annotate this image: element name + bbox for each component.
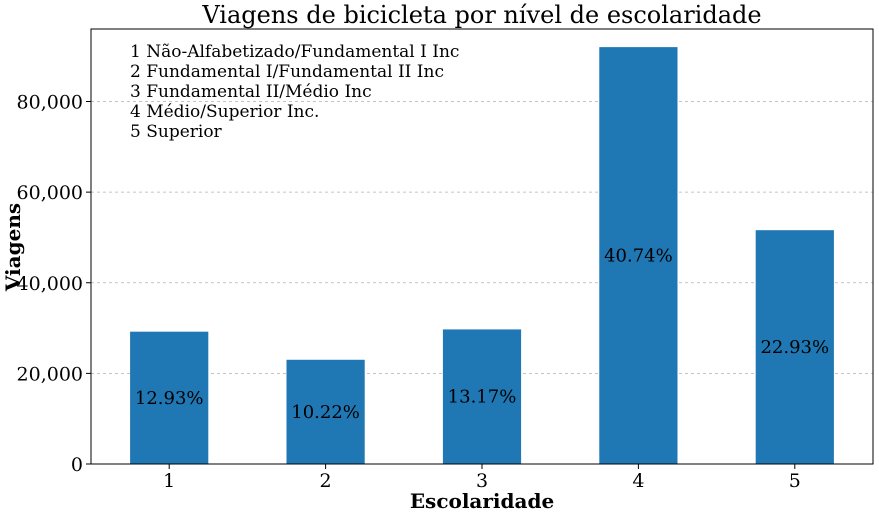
category-note: 4 Médio/Superior Inc. (130, 102, 319, 122)
category-note: 5 Superior (130, 122, 223, 142)
bar-data-label: 10.22% (291, 402, 360, 423)
category-note: 2 Fundamental I/Fundamental II Inc (130, 62, 444, 82)
y-axis: 0 20,000 40,000 60,000 80,000 (17, 92, 91, 477)
x-axis-label: Escolaridade (410, 489, 554, 513)
bar-data-label: 40.74% (604, 246, 673, 267)
y-tick-label: 40,000 (17, 273, 83, 295)
y-axis-label: Viagens (1, 203, 25, 292)
chart-title: Viagens de bicicleta por nível de escola… (201, 1, 761, 29)
y-tick-label: 0 (71, 454, 83, 476)
x-tick-label: 4 (632, 470, 644, 492)
category-note: 3 Fundamental II/Médio Inc (130, 82, 372, 102)
y-tick-label: 80,000 (17, 92, 83, 114)
bar-data-label: 12.93% (135, 388, 204, 409)
x-tick-label: 1 (163, 470, 175, 492)
y-tick-label: 60,000 (17, 182, 83, 204)
x-tick-label: 2 (320, 470, 332, 492)
bar-data-label: 13.17% (448, 387, 517, 408)
category-note: 1 Não-Alfabetizado/Fundamental I Inc (130, 42, 459, 62)
x-tick-label: 5 (789, 470, 801, 492)
y-tick-label: 20,000 (17, 363, 83, 385)
bar-data-label: 22.93% (760, 337, 829, 358)
